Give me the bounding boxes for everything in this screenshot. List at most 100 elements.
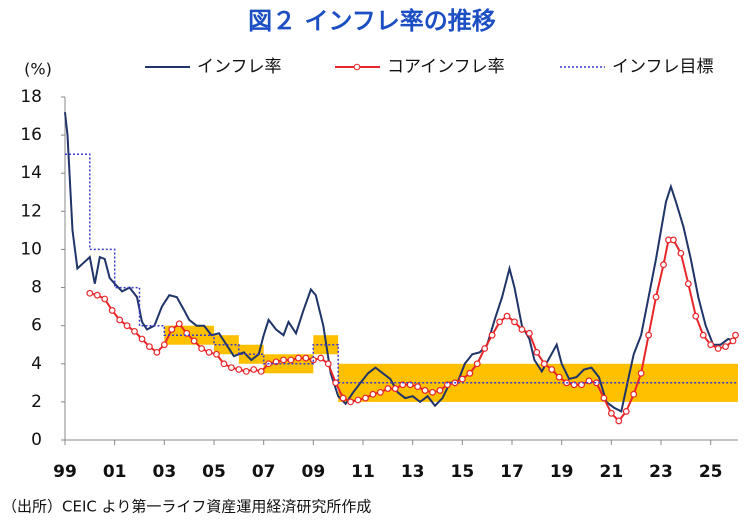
chart-title: 図２ インフレ率の推移 — [248, 7, 496, 35]
series-marker — [699, 331, 707, 339]
series-marker — [93, 291, 101, 299]
y-tick-label: 2 — [31, 392, 42, 412]
series-marker — [250, 366, 258, 373]
series-marker — [198, 345, 205, 352]
series-marker — [339, 394, 347, 402]
series-marker — [429, 388, 436, 396]
target-band — [238, 344, 264, 364]
x-tick-label: 25 — [699, 462, 723, 482]
series-marker — [503, 312, 511, 320]
series-marker — [684, 280, 692, 288]
series-marker — [168, 326, 176, 333]
series-marker — [362, 394, 369, 402]
series-marker — [205, 348, 213, 356]
series-marker — [466, 369, 474, 377]
legend-label: インフレ目標 — [612, 57, 714, 77]
series-marker — [488, 331, 496, 339]
series-marker — [116, 316, 124, 324]
target-band — [338, 363, 738, 402]
series-marker — [458, 375, 466, 383]
x-tick-label: 17 — [500, 462, 524, 482]
series-marker — [525, 329, 533, 337]
series-marker — [175, 320, 183, 328]
series-marker — [302, 354, 310, 362]
x-tick-label: 03 — [152, 462, 176, 482]
series-marker — [220, 360, 228, 368]
series-marker — [481, 345, 489, 352]
x-tick-label: 09 — [302, 462, 326, 482]
series-marker — [533, 348, 541, 356]
series-marker — [436, 387, 444, 394]
series-line — [64, 112, 736, 413]
y-axis-label: (%) — [24, 60, 52, 79]
series-marker — [153, 348, 161, 356]
series-marker — [622, 408, 630, 415]
x-tick-label: 21 — [600, 462, 624, 482]
x-tick-label: 19 — [550, 462, 574, 482]
x-tick-label: 11 — [351, 462, 375, 482]
legend-marker — [353, 63, 361, 71]
y-tick-label: 14 — [20, 163, 42, 183]
series-marker — [347, 398, 354, 406]
y-tick-label: 18 — [20, 87, 42, 107]
series-marker — [600, 394, 608, 402]
series-marker — [511, 318, 518, 326]
series-marker — [677, 249, 685, 257]
series-marker — [146, 343, 153, 351]
y-tick-label: 10 — [20, 239, 42, 259]
series-marker — [660, 261, 667, 269]
series-marker — [630, 390, 638, 398]
series-marker — [645, 331, 652, 339]
legend-label: コアインフレ率 — [387, 57, 505, 77]
y-tick-label: 4 — [31, 354, 42, 374]
series-marker — [369, 390, 377, 398]
series-marker — [729, 337, 737, 345]
series-marker — [637, 369, 645, 377]
series-line — [65, 153, 738, 384]
series-marker — [707, 341, 715, 349]
series-marker — [732, 331, 739, 339]
series-marker — [123, 322, 131, 330]
series-marker — [272, 358, 280, 366]
source-note: （出所）CEIC より第一ライフ資産運用経済研究所作成 — [2, 498, 371, 516]
x-tick-label: 15 — [451, 462, 475, 482]
series-marker — [227, 364, 235, 371]
y-tick-label: 8 — [31, 278, 42, 298]
series-marker — [615, 417, 623, 425]
series-marker — [473, 360, 481, 368]
series-marker — [280, 356, 287, 364]
series-marker — [444, 381, 451, 389]
series-marker — [714, 345, 722, 352]
series-marker — [384, 385, 392, 392]
x-tick-label: 01 — [103, 462, 127, 482]
series-marker — [414, 383, 422, 391]
series-marker — [213, 350, 220, 358]
series-marker — [160, 341, 168, 349]
y-tick-label: 12 — [20, 201, 42, 221]
series-marker — [317, 354, 325, 362]
series-marker — [670, 236, 677, 244]
x-tick-label: 13 — [401, 462, 425, 482]
x-tick-label: 07 — [252, 462, 276, 482]
y-tick-label: 0 — [31, 430, 42, 450]
series-marker — [722, 343, 729, 351]
series-marker — [652, 293, 660, 301]
legend-label: インフレ率 — [197, 57, 282, 77]
series-marker — [101, 295, 109, 303]
x-tick-label: 99 — [53, 462, 77, 482]
series-marker — [421, 387, 429, 394]
y-tick-label: 16 — [20, 125, 42, 145]
x-tick-label: 23 — [649, 462, 673, 482]
series-marker — [332, 379, 340, 387]
series-marker — [692, 312, 700, 320]
series-marker — [518, 326, 526, 333]
series-marker — [354, 396, 362, 404]
series-marker — [391, 385, 399, 392]
series-marker — [540, 360, 548, 368]
series-marker — [108, 307, 116, 314]
y-tick-label: 6 — [31, 316, 42, 336]
series-marker — [138, 335, 146, 343]
series-marker — [190, 337, 198, 345]
series-marker — [242, 368, 250, 375]
